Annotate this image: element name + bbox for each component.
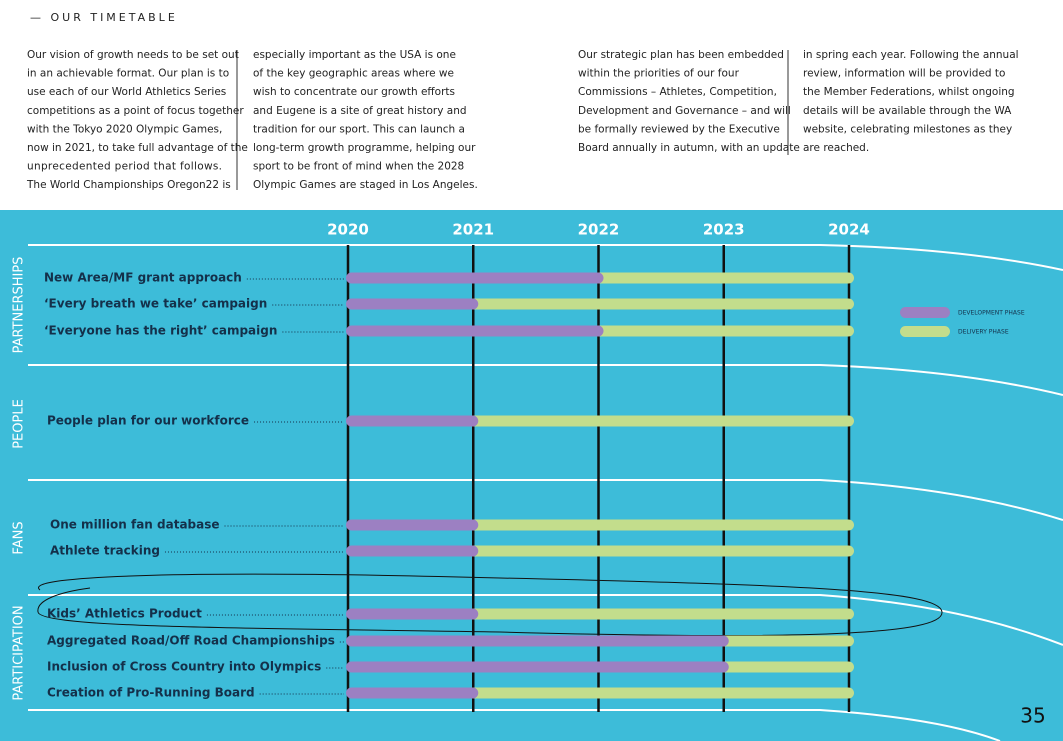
- body-text-line: are reached.: [803, 142, 869, 154]
- year-label: 2024: [828, 221, 870, 239]
- section-label: FANS: [12, 521, 27, 554]
- section-title: — OUR TIMETABLE: [30, 11, 178, 24]
- body-text-line: in spring each year. Following the annua…: [803, 49, 1019, 61]
- body-text-line: use each of our World Athletics Series: [27, 86, 226, 98]
- body-text-line: competitions as a point of focus togethe…: [27, 105, 244, 117]
- development-bar: [346, 635, 729, 647]
- legend-swatch: [900, 326, 950, 337]
- body-text-line: be formally reviewed by the Executive: [578, 123, 780, 135]
- year-label: 2020: [327, 221, 369, 239]
- body-text-line: especially important as the USA is one: [253, 49, 456, 61]
- body-text-line: and Eugene is a site of great history an…: [253, 105, 467, 117]
- body-text-line: within the priorities of our four: [578, 68, 740, 80]
- body-text-line: wish to concentrate our growth efforts: [253, 86, 455, 98]
- development-bar: [346, 519, 479, 531]
- delivery-bar: [593, 272, 854, 284]
- section-label: PARTNERSHIPS: [12, 257, 27, 354]
- task-label: ‘Every breath we take’ campaign: [44, 297, 267, 311]
- legend-label: DEVELOPMENT PHASE: [958, 310, 1025, 317]
- body-text-line: details will be available through the WA: [803, 105, 1012, 117]
- legend-swatch: [900, 307, 950, 318]
- development-bar: [346, 325, 604, 337]
- development-bar: [346, 687, 479, 699]
- body-text-line: of the key geographic areas where we: [253, 68, 454, 80]
- body-text-line: website, celebrating milestones as they: [803, 123, 1012, 135]
- delivery-bar: [468, 687, 854, 699]
- development-bar: [346, 545, 479, 557]
- body-text-line: Development and Governance – and will: [578, 105, 791, 117]
- body-text-line: unprecedented period that follows.: [27, 161, 222, 173]
- delivery-bar: [718, 661, 854, 673]
- development-bar: [346, 415, 479, 427]
- task-label: One million fan database: [50, 518, 220, 532]
- body-text-line: review, information will be provided to: [803, 68, 1005, 80]
- body-text-line: in an achievable format. Our plan is to: [27, 68, 229, 80]
- year-label: 2022: [578, 221, 620, 239]
- task-label: Creation of Pro-Running Board: [47, 686, 255, 700]
- task-label: People plan for our workforce: [47, 414, 249, 428]
- task-label: Inclusion of Cross Country into Olympics: [47, 660, 321, 674]
- delivery-bar: [718, 635, 854, 647]
- delivery-bar: [468, 519, 854, 531]
- development-bar: [346, 298, 479, 310]
- hand-drawn-ellipse: [37, 573, 943, 637]
- body-text-line: the Member Federations, whilst ongoing: [803, 86, 1015, 98]
- task-label: ‘Everyone has the right’ campaign: [44, 324, 277, 338]
- page-number: 35: [1020, 704, 1045, 728]
- task-label: New Area/MF grant approach: [44, 271, 242, 285]
- delivery-bar: [468, 608, 854, 620]
- development-bar: [346, 608, 479, 620]
- body-text-line: tradition for our sport. This can launch…: [253, 123, 465, 135]
- section-label: PARTICIPATION: [12, 605, 27, 700]
- body-text-line: Our strategic plan has been embedded: [578, 49, 784, 61]
- body-text-line: with the Tokyo 2020 Olympic Games,: [27, 123, 222, 135]
- body-text-line: Olympic Games are staged in Los Angeles.: [253, 179, 478, 191]
- year-label: 2023: [703, 221, 745, 239]
- task-label: Kids’ Athletics Product: [47, 607, 202, 621]
- delivery-bar: [468, 545, 854, 557]
- delivery-bar: [468, 298, 854, 310]
- body-text-line: sport to be front of mind when the 2028: [253, 161, 464, 173]
- body-text-line: Commissions – Athletes, Competition,: [578, 86, 777, 98]
- delivery-bar: [468, 415, 854, 427]
- task-label: Athlete tracking: [50, 544, 160, 558]
- legend-label: DELIVERY PHASE: [958, 329, 1009, 336]
- development-bar: [346, 272, 604, 284]
- body-text-line: The World Championships Oregon22 is: [26, 179, 231, 191]
- year-label: 2021: [452, 221, 494, 239]
- track-lines: [28, 244, 1063, 741]
- body-text-line: now in 2021, to take full advantage of t…: [27, 142, 248, 154]
- delivery-bar: [593, 325, 854, 337]
- development-bar: [346, 661, 729, 673]
- body-text-line: long-term growth programme, helping our: [253, 142, 476, 154]
- body-text-line: Board annually in autumn, with an update: [578, 142, 800, 154]
- section-label: PEOPLE: [12, 399, 27, 449]
- task-label: Aggregated Road/Off Road Championships: [47, 634, 335, 648]
- body-text-line: Our vision of growth needs to be set out: [27, 49, 239, 61]
